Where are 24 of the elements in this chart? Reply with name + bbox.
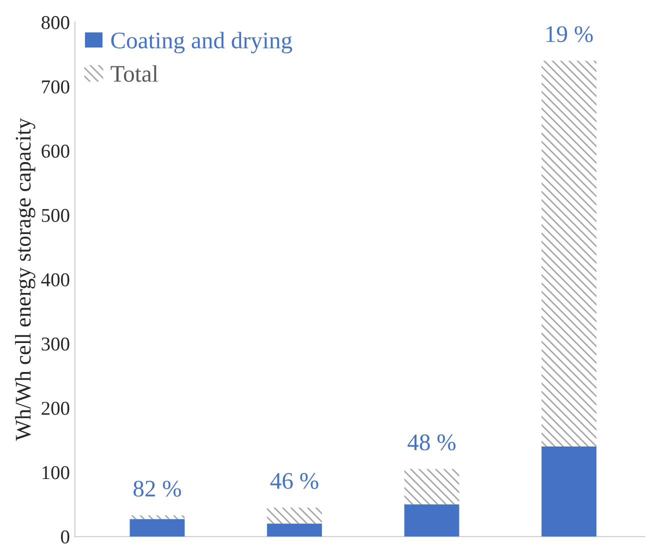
y-tick-label: 200 bbox=[42, 402, 70, 415]
bar bbox=[404, 504, 460, 537]
legend-label: Coating and drying bbox=[111, 32, 292, 54]
bar bbox=[542, 446, 596, 537]
y-tick-label: 500 bbox=[42, 208, 70, 222]
annotation: 48 % bbox=[408, 434, 456, 450]
y-tick-label: 400 bbox=[41, 273, 70, 286]
annotation: 46 % bbox=[270, 472, 318, 490]
y-tick-label: 600 bbox=[42, 144, 70, 158]
bar bbox=[542, 60, 596, 447]
legend-label: Total bbox=[110, 65, 158, 82]
y-tick-label: 800 bbox=[42, 16, 70, 30]
bar bbox=[267, 508, 322, 524]
annotation: 82 % bbox=[134, 480, 182, 497]
y-tick-label: 0 bbox=[61, 530, 70, 544]
bar bbox=[404, 469, 460, 504]
bar bbox=[130, 519, 185, 537]
bar bbox=[267, 524, 322, 537]
y-tick-label: 100 bbox=[42, 466, 70, 480]
y-axis-title: Wh/Wh cell energy storage capacity bbox=[15, 118, 36, 441]
annotation: 19 % bbox=[546, 26, 593, 42]
bar bbox=[130, 515, 185, 520]
y-tick-label: 700 bbox=[42, 80, 70, 94]
y-tick-label: 300 bbox=[42, 337, 70, 351]
